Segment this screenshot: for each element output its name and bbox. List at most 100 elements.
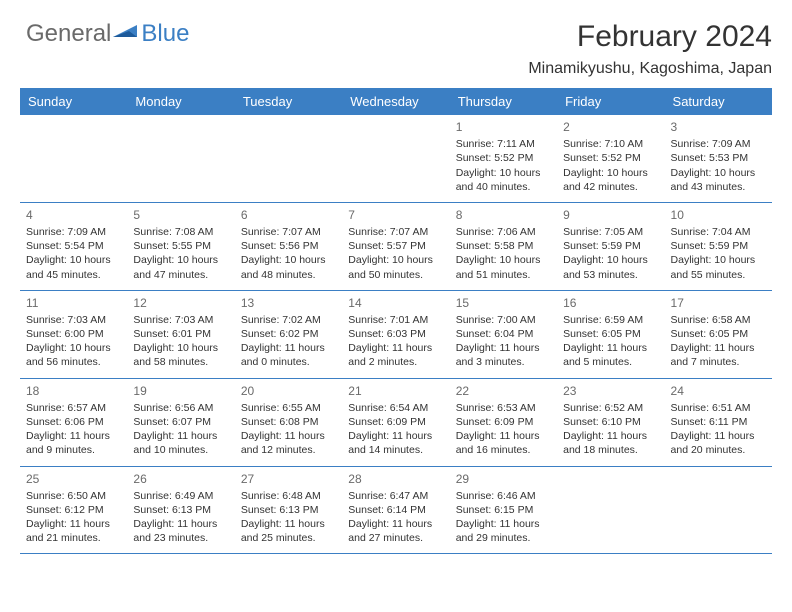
day-number: 21 [348, 383, 443, 399]
sunset-text: Sunset: 5:59 PM [671, 239, 766, 253]
sunrise-text: Sunrise: 6:56 AM [133, 401, 228, 415]
day-number: 19 [133, 383, 228, 399]
day-number: 17 [671, 295, 766, 311]
daylight-text: Daylight: 10 hours and 42 minutes. [563, 166, 658, 194]
daylight-text: Daylight: 11 hours and 25 minutes. [241, 517, 336, 545]
daylight-text: Daylight: 10 hours and 47 minutes. [133, 253, 228, 281]
calendar-cell [665, 466, 772, 554]
day-number: 13 [241, 295, 336, 311]
day-number: 1 [456, 119, 551, 135]
title-block: February 2024 Minamikyushu, Kagoshima, J… [528, 20, 772, 78]
calendar-row: 18Sunrise: 6:57 AMSunset: 6:06 PMDayligh… [20, 378, 772, 466]
calendar-cell: 13Sunrise: 7:02 AMSunset: 6:02 PMDayligh… [235, 290, 342, 378]
sunrise-text: Sunrise: 7:07 AM [241, 225, 336, 239]
calendar-cell: 29Sunrise: 6:46 AMSunset: 6:15 PMDayligh… [450, 466, 557, 554]
day-number: 26 [133, 471, 228, 487]
sunset-text: Sunset: 6:13 PM [133, 503, 228, 517]
sunset-text: Sunset: 6:05 PM [671, 327, 766, 341]
daylight-text: Daylight: 10 hours and 51 minutes. [456, 253, 551, 281]
calendar-cell: 18Sunrise: 6:57 AMSunset: 6:06 PMDayligh… [20, 378, 127, 466]
logo-text-2: Blue [141, 20, 189, 48]
daylight-text: Daylight: 11 hours and 9 minutes. [26, 429, 121, 457]
calendar-cell: 25Sunrise: 6:50 AMSunset: 6:12 PMDayligh… [20, 466, 127, 554]
day-header: Sunday [20, 88, 127, 115]
daylight-text: Daylight: 11 hours and 27 minutes. [348, 517, 443, 545]
calendar-cell [235, 115, 342, 202]
calendar-cell: 1Sunrise: 7:11 AMSunset: 5:52 PMDaylight… [450, 115, 557, 202]
day-number: 3 [671, 119, 766, 135]
daylight-text: Daylight: 11 hours and 14 minutes. [348, 429, 443, 457]
sunset-text: Sunset: 5:56 PM [241, 239, 336, 253]
daylight-text: Daylight: 10 hours and 53 minutes. [563, 253, 658, 281]
day-header: Saturday [665, 88, 772, 115]
calendar-cell: 28Sunrise: 6:47 AMSunset: 6:14 PMDayligh… [342, 466, 449, 554]
header: General Blue February 2024 Minamikyushu,… [20, 20, 772, 78]
day-number: 16 [563, 295, 658, 311]
day-number: 20 [241, 383, 336, 399]
sunrise-text: Sunrise: 7:03 AM [133, 313, 228, 327]
day-number: 27 [241, 471, 336, 487]
sunrise-text: Sunrise: 7:04 AM [671, 225, 766, 239]
day-number: 22 [456, 383, 551, 399]
sunrise-text: Sunrise: 7:05 AM [563, 225, 658, 239]
calendar-cell: 17Sunrise: 6:58 AMSunset: 6:05 PMDayligh… [665, 290, 772, 378]
day-number: 18 [26, 383, 121, 399]
sunrise-text: Sunrise: 6:52 AM [563, 401, 658, 415]
sunrise-text: Sunrise: 6:49 AM [133, 489, 228, 503]
sunset-text: Sunset: 6:06 PM [26, 415, 121, 429]
sunset-text: Sunset: 6:07 PM [133, 415, 228, 429]
sunrise-text: Sunrise: 7:07 AM [348, 225, 443, 239]
calendar-cell: 8Sunrise: 7:06 AMSunset: 5:58 PMDaylight… [450, 202, 557, 290]
calendar-table: Sunday Monday Tuesday Wednesday Thursday… [20, 88, 772, 554]
daylight-text: Daylight: 10 hours and 55 minutes. [671, 253, 766, 281]
calendar-row: 1Sunrise: 7:11 AMSunset: 5:52 PMDaylight… [20, 115, 772, 202]
day-number: 4 [26, 207, 121, 223]
day-number: 5 [133, 207, 228, 223]
calendar-row: 4Sunrise: 7:09 AMSunset: 5:54 PMDaylight… [20, 202, 772, 290]
sunset-text: Sunset: 6:15 PM [456, 503, 551, 517]
sunrise-text: Sunrise: 6:46 AM [456, 489, 551, 503]
month-title: February 2024 [528, 20, 772, 54]
calendar-cell: 6Sunrise: 7:07 AMSunset: 5:56 PMDaylight… [235, 202, 342, 290]
daylight-text: Daylight: 11 hours and 20 minutes. [671, 429, 766, 457]
calendar-cell: 16Sunrise: 6:59 AMSunset: 6:05 PMDayligh… [557, 290, 664, 378]
calendar-row: 11Sunrise: 7:03 AMSunset: 6:00 PMDayligh… [20, 290, 772, 378]
calendar-cell: 2Sunrise: 7:10 AMSunset: 5:52 PMDaylight… [557, 115, 664, 202]
day-number: 9 [563, 207, 658, 223]
sunset-text: Sunset: 6:11 PM [671, 415, 766, 429]
daylight-text: Daylight: 10 hours and 56 minutes. [26, 341, 121, 369]
sunrise-text: Sunrise: 6:58 AM [671, 313, 766, 327]
daylight-text: Daylight: 11 hours and 18 minutes. [563, 429, 658, 457]
day-header: Friday [557, 88, 664, 115]
sunrise-text: Sunrise: 6:48 AM [241, 489, 336, 503]
day-number: 10 [671, 207, 766, 223]
sunrise-text: Sunrise: 6:53 AM [456, 401, 551, 415]
sunset-text: Sunset: 6:03 PM [348, 327, 443, 341]
logo: General Blue [20, 20, 189, 48]
sunrise-text: Sunrise: 7:10 AM [563, 137, 658, 151]
sunrise-text: Sunrise: 7:09 AM [26, 225, 121, 239]
sunset-text: Sunset: 5:59 PM [563, 239, 658, 253]
calendar-cell [20, 115, 127, 202]
day-number: 8 [456, 207, 551, 223]
logo-icon [113, 20, 139, 48]
calendar-cell [127, 115, 234, 202]
sunrise-text: Sunrise: 7:11 AM [456, 137, 551, 151]
daylight-text: Daylight: 10 hours and 45 minutes. [26, 253, 121, 281]
calendar-body: 1Sunrise: 7:11 AMSunset: 5:52 PMDaylight… [20, 115, 772, 554]
sunrise-text: Sunrise: 7:08 AM [133, 225, 228, 239]
calendar-cell: 21Sunrise: 6:54 AMSunset: 6:09 PMDayligh… [342, 378, 449, 466]
day-header: Monday [127, 88, 234, 115]
sunset-text: Sunset: 6:12 PM [26, 503, 121, 517]
calendar-cell: 12Sunrise: 7:03 AMSunset: 6:01 PMDayligh… [127, 290, 234, 378]
calendar-cell: 10 Sunrise: 7:04 AMSunset: 5:59 PMDayligh… [665, 202, 772, 290]
day-header: Tuesday [235, 88, 342, 115]
sunrise-text: Sunrise: 6:47 AM [348, 489, 443, 503]
calendar-cell: 5Sunrise: 7:08 AMSunset: 5:55 PMDaylight… [127, 202, 234, 290]
day-number: 15 [456, 295, 551, 311]
sunset-text: Sunset: 6:01 PM [133, 327, 228, 341]
calendar-cell: 4Sunrise: 7:09 AMSunset: 5:54 PMDaylight… [20, 202, 127, 290]
daylight-text: Daylight: 10 hours and 48 minutes. [241, 253, 336, 281]
daylight-text: Daylight: 11 hours and 10 minutes. [133, 429, 228, 457]
calendar-cell: 9 Sunrise: 7:05 AMSunset: 5:59 PMDaylight… [557, 202, 664, 290]
